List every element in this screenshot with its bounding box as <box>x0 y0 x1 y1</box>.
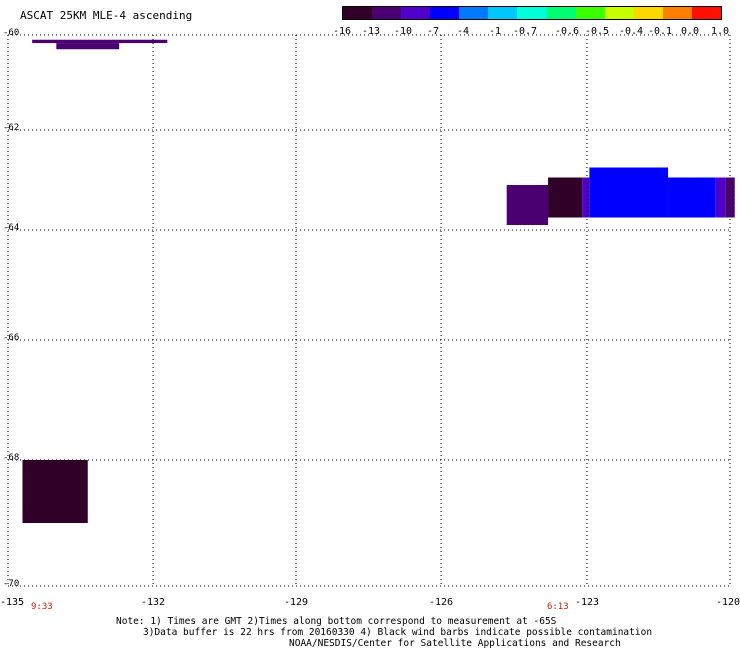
latitude-tick-label: -60 <box>3 28 20 38</box>
note-line-2: 3)Data buffer is 22 hrs from 20160330 4)… <box>143 627 653 638</box>
swath-cell <box>22 460 88 523</box>
longitude-tick-label: -126 <box>428 597 454 608</box>
color-scale-cell <box>546 7 576 19</box>
longitude-tick-label: -120 <box>715 597 740 608</box>
swath-cell <box>715 177 726 218</box>
latitude-tick-label: -68 <box>3 453 20 463</box>
color-scale-label: -13 <box>361 26 381 37</box>
swath-cell <box>32 39 168 44</box>
color-scale-label: -1 <box>488 26 502 37</box>
map-title: ASCAT 25KM MLE-4 ascending <box>20 9 193 22</box>
longitude-tick-label: -129 <box>283 597 309 608</box>
color-scale-label: -0.7 <box>512 26 538 37</box>
longitude-tick-label: -135 <box>0 597 25 608</box>
color-scale-label: -0.4 <box>618 26 644 37</box>
color-scale-label: 0.0 <box>680 26 700 37</box>
color-scale-label: -7 <box>426 26 440 37</box>
longitude-tick-label: -132 <box>140 597 166 608</box>
swath-cell <box>668 177 716 218</box>
latitude-tick-label: -70 <box>3 579 20 589</box>
color-scale-cell <box>401 7 431 19</box>
color-scale-cell <box>488 7 518 19</box>
color-scale-cell <box>575 7 605 19</box>
swath-cell <box>582 177 590 218</box>
latitude-tick-label: -62 <box>3 123 20 133</box>
swath-cell <box>506 185 549 225</box>
swath-cell <box>56 43 120 50</box>
swath-cell <box>725 177 735 218</box>
color-scale-cell <box>517 7 547 19</box>
color-scale-cell <box>430 7 460 19</box>
color-scale-cell <box>459 7 489 19</box>
swath-map <box>7 34 735 587</box>
color-scale-cell <box>372 7 402 19</box>
color-scale-labels: -16 -13 -10 -7 -4 -1 -0.7 -0.6 -0.5 -0.4 -0.1 0.0 1.… <box>0 26 740 38</box>
color-scale-label: 1.0 <box>710 26 730 37</box>
color-scale-label: -0.5 <box>584 26 610 37</box>
time-label: 6:13 <box>546 602 569 612</box>
color-scale-cell <box>343 7 373 19</box>
longitude-tick-label: -123 <box>574 597 600 608</box>
color-scale-cell <box>691 7 722 19</box>
color-scale-label: -0.6 <box>554 26 580 37</box>
note-line-1: Note: 1) Times are GMT 2)Times along bot… <box>116 616 557 627</box>
color-scale-bar <box>342 6 722 20</box>
color-scale-label: -0.1 <box>647 26 673 37</box>
color-scale-cell <box>633 7 663 19</box>
color-scale-cell <box>662 7 692 19</box>
color-scale-cell <box>604 7 634 19</box>
latitude-tick-label: -64 <box>3 223 20 233</box>
latitude-tick-label: -66 <box>3 333 20 343</box>
color-scale-label: -10 <box>393 26 413 37</box>
color-scale-label: -16 <box>332 26 352 37</box>
swath-cell <box>548 177 583 218</box>
time-label: 9:33 <box>30 602 53 612</box>
note-line-3: NOAA/NESDIS/Center for Satellite Applica… <box>289 638 621 649</box>
swath-cell <box>589 167 669 218</box>
color-scale-label: -4 <box>456 26 470 37</box>
